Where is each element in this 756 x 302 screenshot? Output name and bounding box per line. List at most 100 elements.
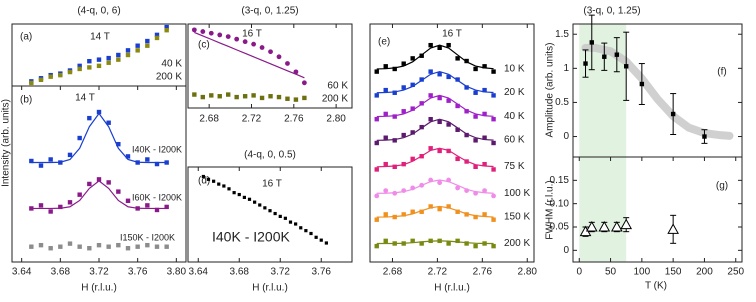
x-tick-label: 2.80 <box>518 267 538 278</box>
data-point <box>222 184 226 188</box>
data-point <box>624 64 629 69</box>
data-point <box>446 204 451 209</box>
fit-line <box>376 94 494 118</box>
data-point <box>67 152 73 158</box>
annotation: 16 T <box>242 29 262 40</box>
y-tick-label: 0.5 <box>555 97 569 108</box>
data-point <box>639 81 645 87</box>
data-point <box>135 206 140 211</box>
data-point <box>410 209 415 214</box>
data-point <box>285 96 290 101</box>
legend-label: 200 K <box>322 94 348 105</box>
data-point <box>455 156 460 162</box>
data-point <box>374 69 379 74</box>
data-point <box>154 207 160 213</box>
data-point <box>29 80 34 86</box>
data-point <box>392 90 397 95</box>
x-tick-label: 2.72 <box>242 114 262 125</box>
data-point <box>620 218 633 230</box>
data-point <box>77 66 82 72</box>
data-point <box>383 135 388 140</box>
annotation: (b) <box>20 95 32 106</box>
data-point <box>598 220 611 232</box>
data-point <box>268 94 273 99</box>
data-point <box>482 64 487 69</box>
panel-title: (4-q, 0, 0.5) <box>244 150 296 161</box>
data-point <box>145 242 150 248</box>
data-point <box>29 206 34 211</box>
x-tick-label: 0 <box>576 267 582 278</box>
data-point <box>401 61 406 66</box>
data-point <box>482 111 487 117</box>
data-point <box>401 132 406 138</box>
data-point <box>437 95 442 101</box>
data-point <box>77 192 82 197</box>
annotation: (g) <box>716 181 728 192</box>
data-point <box>87 59 92 64</box>
data-point <box>48 157 53 162</box>
data-point <box>106 244 111 249</box>
data-point <box>464 85 469 90</box>
x-axis-label: H (r.l.u.) <box>252 283 288 294</box>
data-point <box>491 193 496 199</box>
data-point <box>87 181 92 187</box>
plot-frame <box>369 23 535 263</box>
data-point <box>38 242 44 248</box>
data-point <box>383 161 388 167</box>
x-tick-label: 3.72 <box>89 267 109 278</box>
data-point <box>237 192 241 197</box>
data-point <box>58 244 63 249</box>
data-point <box>29 158 34 164</box>
data-point <box>464 132 469 138</box>
data-point <box>392 114 397 119</box>
data-point <box>201 174 205 179</box>
data-point <box>48 74 53 79</box>
data-point <box>58 72 63 78</box>
data-point <box>164 160 169 165</box>
data-point <box>263 206 267 210</box>
data-point <box>614 52 620 57</box>
data-point <box>392 214 397 220</box>
data-point <box>48 209 53 214</box>
y-tick-label: 0.05 <box>550 222 570 233</box>
data-point <box>125 48 131 53</box>
data-point <box>374 243 379 249</box>
data-point <box>217 94 222 99</box>
data-point <box>268 209 272 213</box>
legend-label: I40K - I200K <box>132 144 182 154</box>
data-point <box>135 48 140 53</box>
data-point <box>206 177 211 181</box>
data-point <box>374 140 379 146</box>
y-tick-label: 0 <box>563 131 569 142</box>
data-point <box>437 180 443 186</box>
data-point <box>217 32 223 38</box>
data-point <box>154 32 160 38</box>
data-point <box>428 177 434 183</box>
fit-line <box>376 70 494 94</box>
data-point <box>428 146 433 151</box>
data-point <box>217 182 221 186</box>
data-point <box>29 244 34 249</box>
data-point <box>87 65 92 70</box>
data-point <box>374 167 379 172</box>
data-point <box>401 161 406 167</box>
data-point <box>401 109 406 114</box>
data-point <box>314 235 318 239</box>
data-point <box>154 35 160 41</box>
data-point <box>419 182 425 188</box>
data-point <box>251 93 256 98</box>
data-point <box>491 117 496 122</box>
shaded-region <box>579 157 627 262</box>
data-point <box>96 63 102 69</box>
y-tick-label: 0.15 <box>550 175 570 186</box>
legend-label: I150K - I200K <box>120 232 175 242</box>
data-point <box>324 241 328 245</box>
data-point <box>419 124 424 130</box>
data-point <box>410 82 415 88</box>
plot-frame <box>572 156 743 263</box>
data-point <box>392 241 397 246</box>
data-point <box>116 52 121 58</box>
data-point <box>455 209 460 214</box>
data-point <box>419 154 424 159</box>
